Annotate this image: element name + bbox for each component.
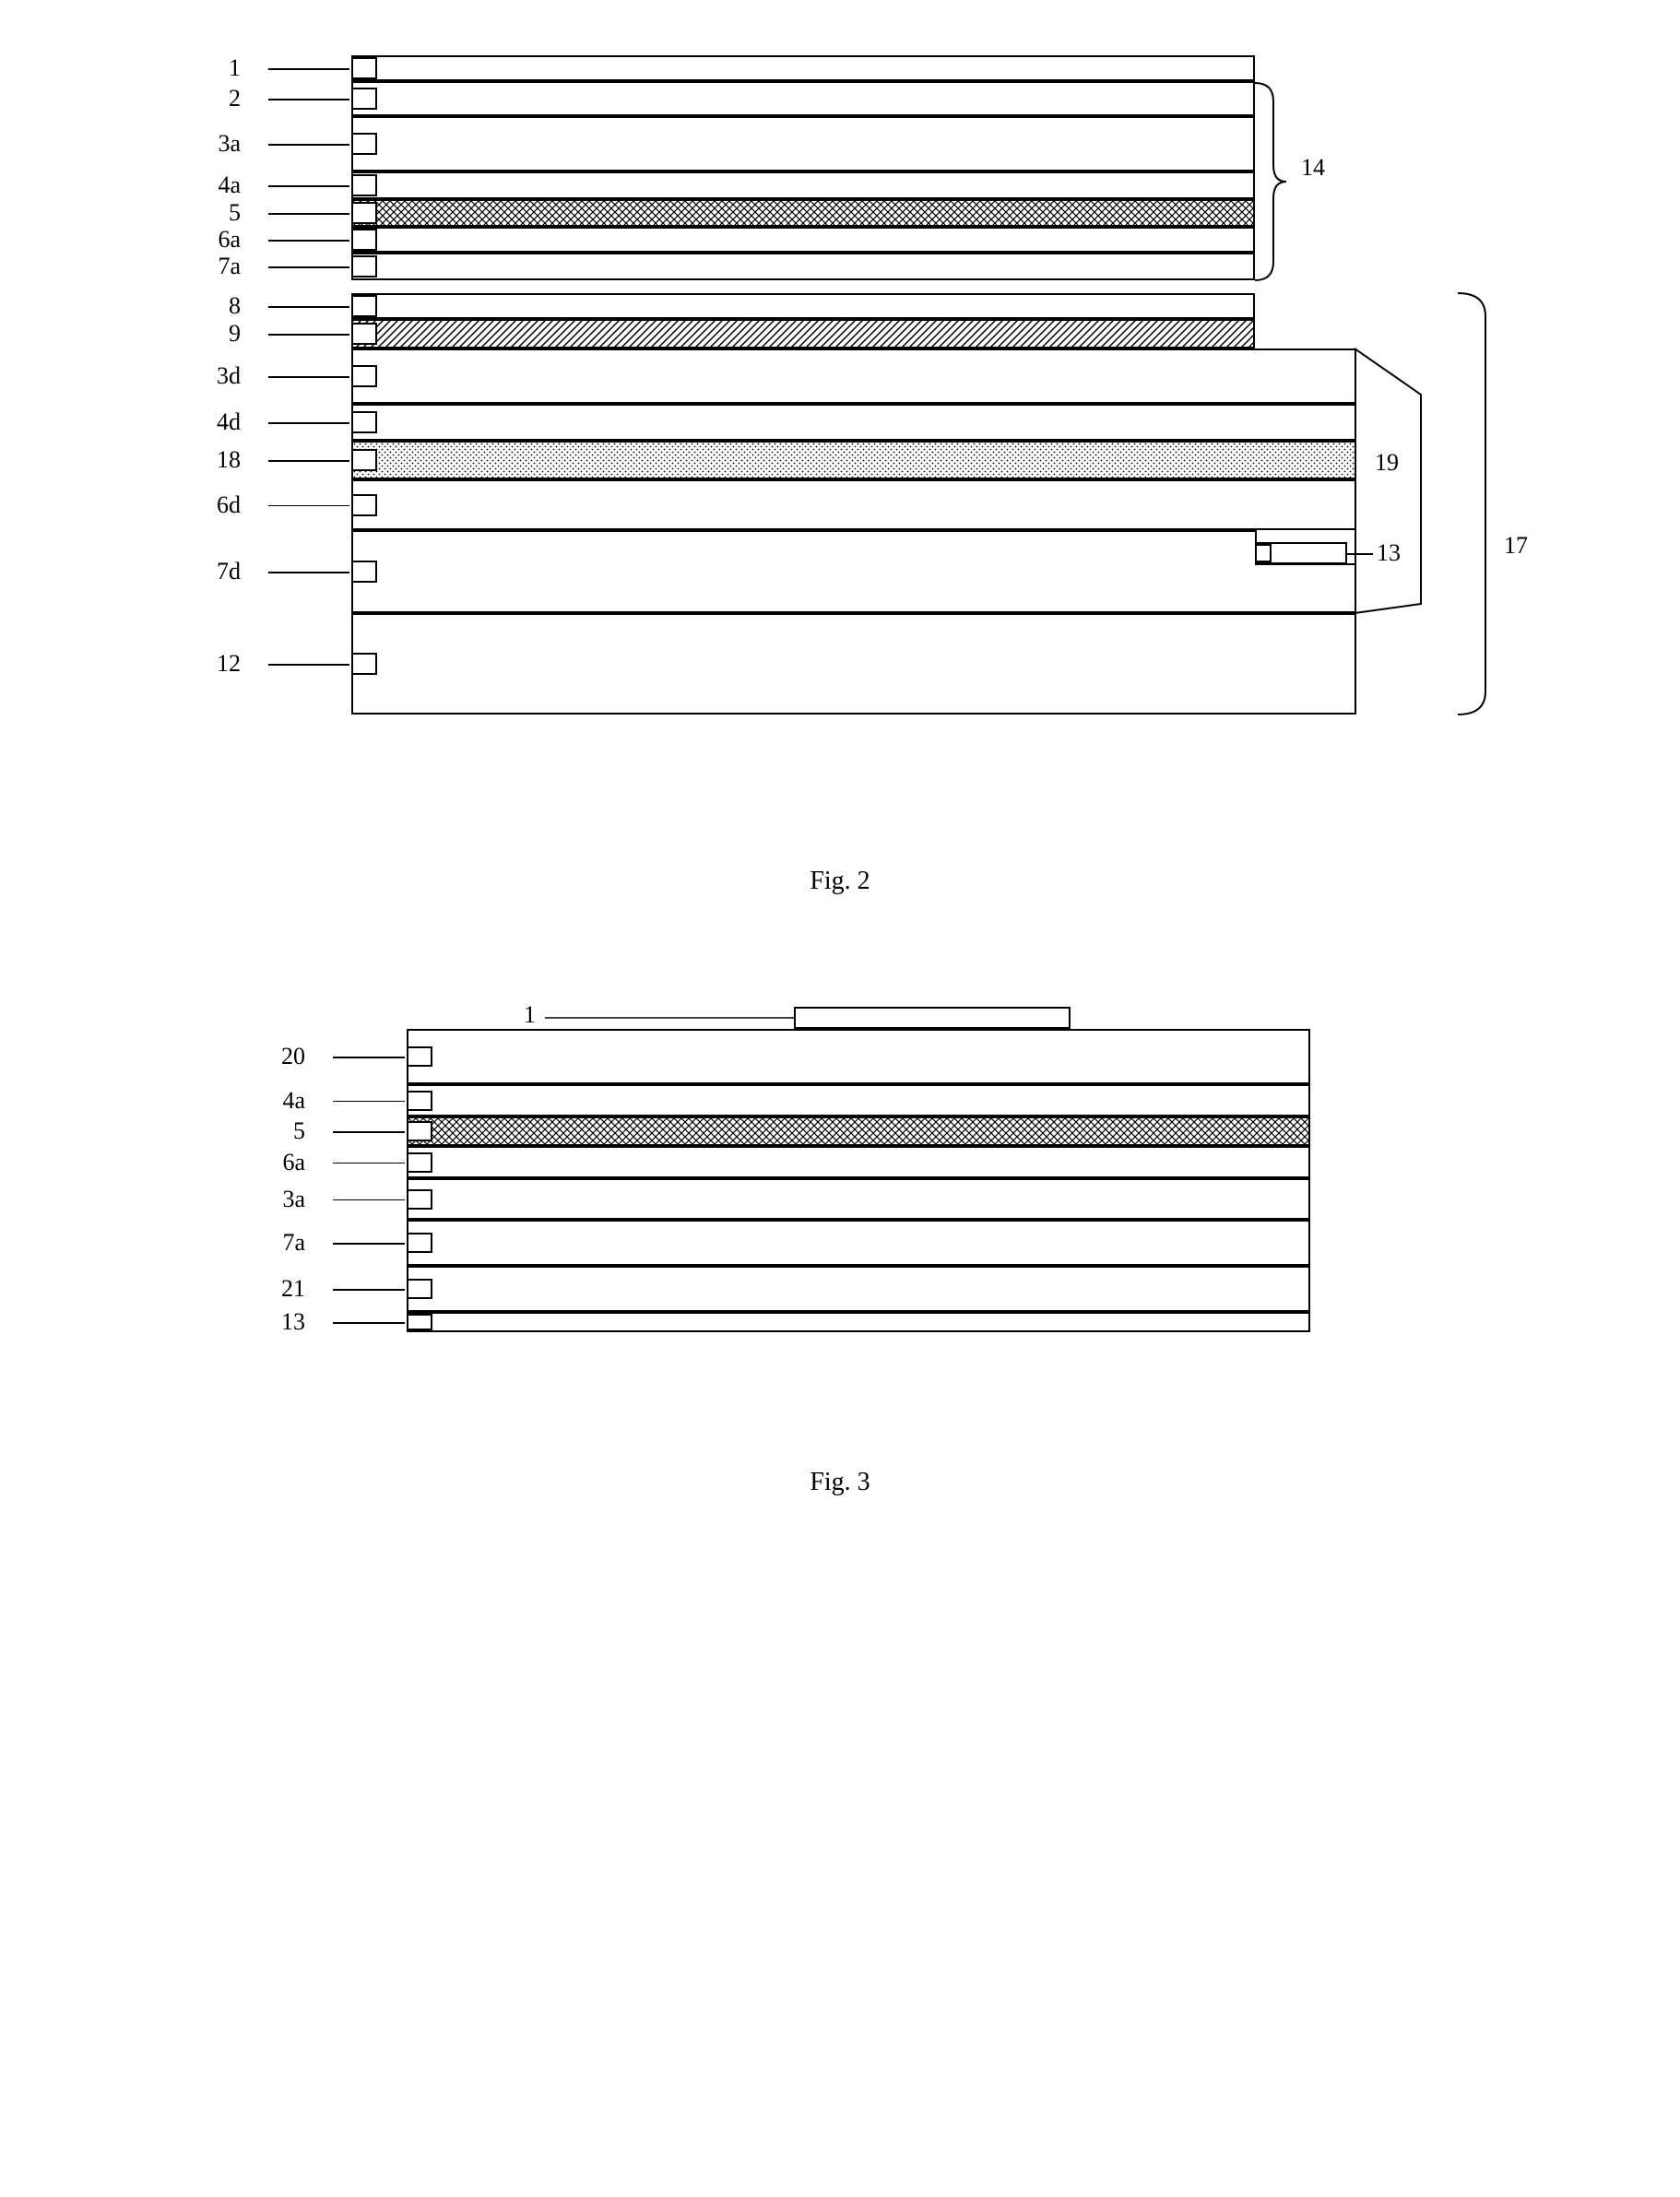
fig3-caption: Fig. 3 (37, 1468, 1643, 1497)
svg-text:14: 14 (1301, 154, 1325, 181)
svg-text:17: 17 (1504, 532, 1528, 559)
fig3-overlay (148, 1007, 1532, 1394)
fig2-caption: Fig. 2 (37, 867, 1643, 896)
figure-2: 123a4a56a7a893d4d186d7d12 13 141917 (148, 37, 1532, 793)
svg-text:19: 19 (1375, 449, 1399, 476)
fig2-brackets: 14 19 17 (148, 37, 1532, 793)
figure-3: 1204a56a3a7a2113 (148, 1007, 1532, 1394)
